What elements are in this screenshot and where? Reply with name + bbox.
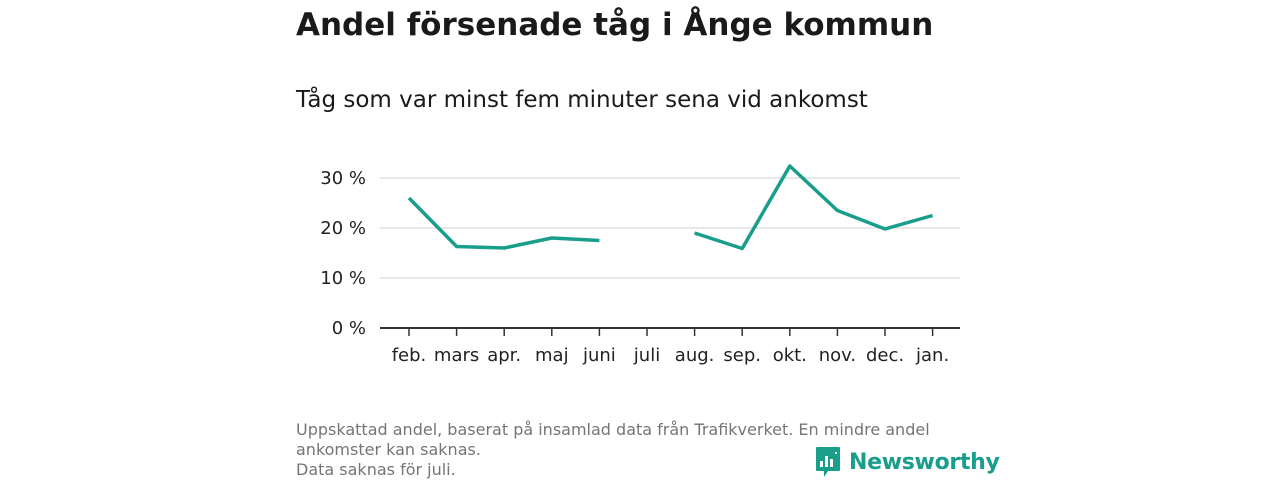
x-tick-label: maj — [535, 345, 569, 366]
grid-lines — [380, 177, 960, 279]
x-axis-tick-labels: feb. mars apr. maj juni juli aug. sep. okt. nov. d… — [392, 345, 949, 366]
chart-title: Andel försenade tåg i Ånge kommun — [296, 7, 934, 43]
y-axis-tick-labels: 0 % 10 % 20 % 30 % — [320, 168, 366, 339]
x-tick-label: dec. — [866, 345, 904, 366]
series-lines — [407, 164, 934, 251]
y-tick-label: 20 % — [320, 218, 366, 239]
y-tick-label: 10 % — [320, 268, 366, 289]
y-tick-label: 0 % — [332, 318, 366, 339]
x-tick-label: sep. — [723, 345, 761, 366]
brand-name: Newsworthy — [849, 449, 1000, 475]
x-tick-label: okt. — [773, 345, 807, 366]
x-tick-label: apr. — [487, 345, 521, 366]
x-tick-label: jan. — [915, 345, 949, 366]
footnote-source: Uppskattad andel, baserat på insamlad da… — [296, 420, 930, 459]
y-tick-label: 30 % — [320, 168, 366, 189]
x-tick-label: juni — [582, 345, 616, 366]
series-line-segment — [407, 196, 600, 250]
x-axis — [380, 327, 960, 336]
footnote: Uppskattad andel, baserat på insamlad da… — [296, 420, 996, 480]
x-tick-label: nov. — [819, 345, 856, 366]
chart-subtitle: Tåg som var minst fem minuter sena vid a… — [296, 87, 868, 113]
bar-chart-speech-bubble-icon — [816, 447, 840, 477]
x-tick-label: juli — [633, 345, 660, 366]
x-tick-label: aug. — [675, 345, 715, 366]
x-tick-label: mars — [434, 345, 479, 366]
brand-logo: Newsworthy — [815, 446, 1000, 478]
x-tick-label: feb. — [392, 345, 427, 366]
footnote-missing-data: Data saknas för juli. — [296, 460, 456, 479]
series-line-segment — [694, 164, 934, 251]
